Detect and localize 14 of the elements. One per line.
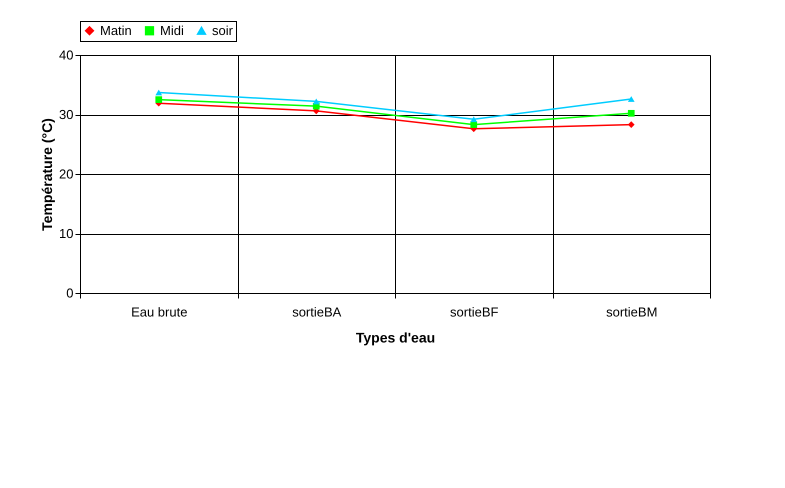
x-tick-label: Eau brute (131, 304, 188, 320)
legend-label: Matin (100, 22, 132, 38)
y-tick-label: 0 (66, 286, 74, 300)
y-tick-label: 30 (59, 107, 74, 122)
x-tick-label: sortieBM (606, 304, 658, 320)
legend-label: soir (212, 22, 234, 38)
x-tick-label: sortieBF (450, 304, 499, 320)
x-axis-title: Types d'eau (356, 330, 436, 346)
legend-label: Midi (160, 22, 184, 38)
y-tick-label: 40 (59, 48, 74, 62)
y-tick-label: 20 (59, 166, 74, 182)
x-tick-label: sortieBA (292, 304, 342, 320)
y-axis-title: Température (°C) (39, 118, 56, 231)
y-tick-label: 10 (59, 226, 74, 241)
